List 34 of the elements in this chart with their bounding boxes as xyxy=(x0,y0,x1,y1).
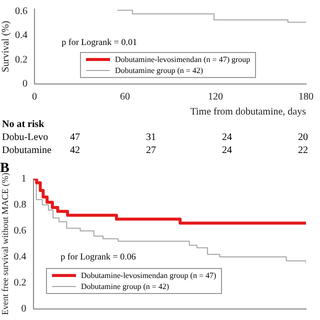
y-tick-label: 0 xyxy=(21,304,26,315)
legend-label: Dobutamine group (n = 42) xyxy=(115,65,204,76)
annotation: p for Logrank = 0.01 xyxy=(62,37,137,48)
y-tick-label: 0 xyxy=(22,78,28,90)
y-tick-label: 0.6 xyxy=(15,6,28,18)
legend-label: Dobutamine group (n = 42) xyxy=(81,281,170,292)
y-tick-label: 1 xyxy=(21,173,26,184)
text: 24 xyxy=(222,144,232,157)
legend-label: Dobutamine-levosimendan group (n = 47) xyxy=(81,270,216,281)
text: No at risk xyxy=(2,118,44,131)
y-tick-label: 0.4 xyxy=(14,252,26,263)
legend-label: Dobutamine-levosimendan (n = 47) group xyxy=(115,54,250,65)
text: 47 xyxy=(70,131,80,144)
y-tick-label: 0.6 xyxy=(14,226,26,237)
x-tick-label: 180 xyxy=(298,92,314,103)
x-tick-label: 0 xyxy=(32,92,37,103)
y-tick-label: 0.2 xyxy=(14,278,26,289)
text: Dobutamine xyxy=(2,144,52,157)
text: 24 xyxy=(222,131,232,144)
text: 20 xyxy=(298,131,308,144)
x-tick-label: 120 xyxy=(208,92,223,103)
text: Dobu-Levo xyxy=(2,131,48,144)
text: 42 xyxy=(70,144,80,157)
y-tick-label: 0.2 xyxy=(15,54,28,66)
y-tick-label: 0.8 xyxy=(14,199,26,210)
y-tick-label: 0.4 xyxy=(15,30,28,42)
text: 27 xyxy=(146,144,156,157)
text: 31 xyxy=(146,131,156,144)
y-axis-title: Survival (%) xyxy=(0,20,12,72)
x-axis-title: Time from dobutamine, days xyxy=(190,106,306,118)
x-tick-label: 60 xyxy=(120,92,130,103)
text: 22 xyxy=(298,144,308,157)
annotation: p for Logrank = 0.06 xyxy=(60,251,136,262)
y-axis-title: Event free survival without MACE (%) xyxy=(0,172,10,316)
